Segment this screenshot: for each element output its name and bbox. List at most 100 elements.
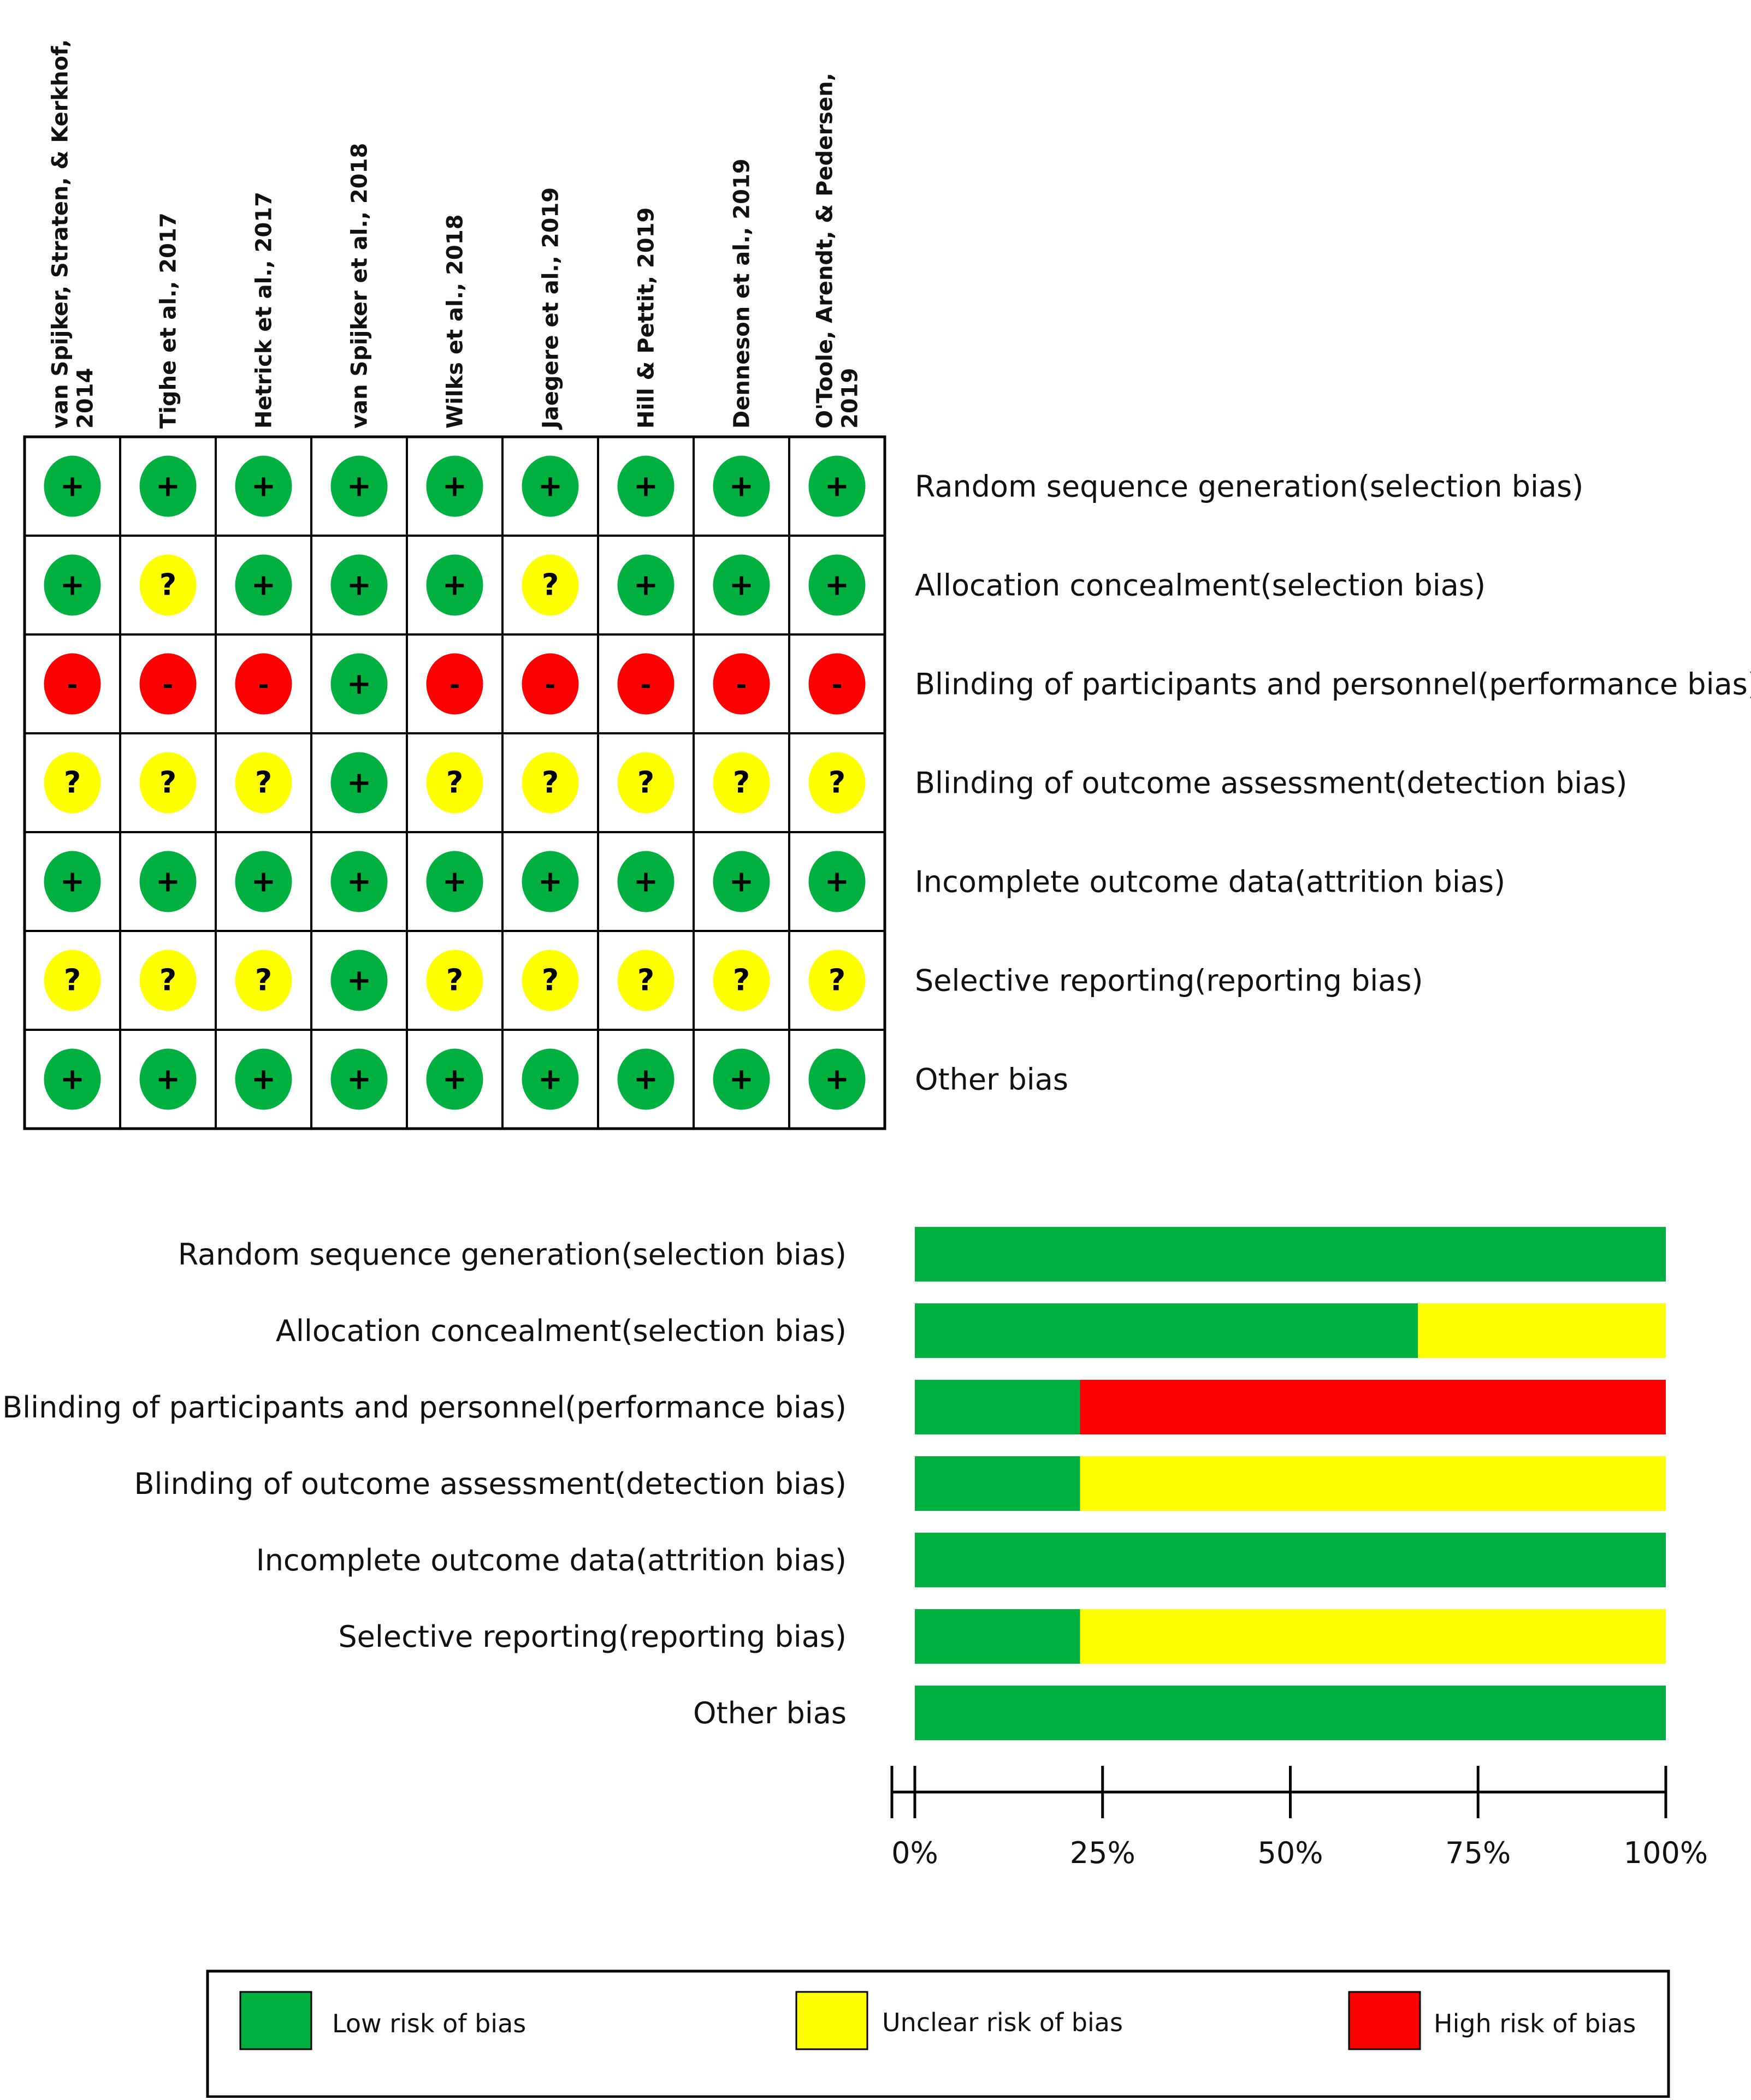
judgement-circle	[235, 554, 292, 616]
judgement-low: +	[426, 851, 483, 912]
judgement-symbol: ?	[733, 766, 750, 800]
study-label: van Spijker et al., 2018	[347, 143, 372, 429]
judgement-symbol: +	[442, 864, 467, 899]
study-label: O'Toole, Arendt, & Pedersen,	[813, 73, 838, 429]
judgement-symbol: +	[634, 864, 658, 899]
judgement-unclear: ?	[44, 950, 101, 1011]
judgement-low: +	[426, 1048, 483, 1110]
summary-grid-border	[23, 435, 886, 1130]
judgement-high: -	[44, 653, 101, 715]
judgement-unclear: ?	[522, 554, 579, 616]
judgement-unclear: ?	[44, 752, 101, 814]
summary-domain-label: Other bias	[915, 1063, 1068, 1097]
study-label: van Spijker, Straten, & Kerkhof,	[48, 39, 73, 429]
judgement-symbol: +	[729, 568, 754, 602]
judgement-low: +	[617, 554, 675, 616]
judgement-symbol: ?	[542, 568, 559, 602]
judgement-symbol: +	[825, 1062, 849, 1096]
judgement-circle	[44, 455, 101, 517]
judgement-low: +	[330, 851, 388, 912]
judgement-symbol: ?	[255, 963, 272, 998]
judgement-low: +	[713, 554, 770, 616]
judgement-circle	[522, 455, 579, 517]
judgement-low: +	[617, 455, 675, 517]
judgement-circle	[522, 1048, 579, 1110]
judgement-unclear: ?	[235, 950, 292, 1011]
judgement-circle	[522, 554, 579, 616]
judgement-circle	[808, 554, 866, 616]
judgement-circle	[713, 950, 770, 1011]
judgement-circle	[617, 653, 675, 715]
judgement-symbol: ?	[446, 963, 463, 998]
judgement-symbol: -	[832, 670, 843, 701]
judgement-symbol: +	[729, 864, 754, 899]
judgement-unclear: ?	[235, 752, 292, 814]
x-axis-tick-label: 50%	[1257, 1836, 1323, 1870]
judgement-circle	[235, 851, 292, 912]
judgement-circle	[808, 1048, 866, 1110]
judgement-high: -	[139, 653, 197, 715]
judgement-symbol: +	[729, 1062, 754, 1096]
judgement-low: +	[44, 455, 101, 517]
judgement-high: -	[426, 653, 483, 715]
judgement-unclear: ?	[139, 752, 197, 814]
judgement-symbol: +	[347, 469, 371, 503]
judgement-unclear: ?	[426, 752, 483, 814]
study-label: Tighe et al., 2017	[156, 212, 181, 429]
judgement-unclear: ?	[617, 950, 675, 1011]
judgement-low: +	[235, 455, 292, 517]
judgement-symbol: +	[347, 963, 371, 998]
graph-category-label: Blinding of participants and personnel(p…	[2, 1390, 847, 1425]
judgement-low: +	[44, 851, 101, 912]
judgement-circle	[522, 851, 579, 912]
judgement-low: +	[713, 455, 770, 517]
judgement-circle	[713, 752, 770, 814]
judgement-unclear: ?	[426, 950, 483, 1011]
summary-domain-label: Random sequence generation(selection bia…	[915, 470, 1583, 504]
judgement-unclear: ?	[713, 950, 770, 1011]
judgement-circle	[426, 950, 483, 1011]
judgement-unclear: ?	[808, 950, 866, 1011]
risk-of-bias-summary: van Spijker, Straten, & Kerkhof, 2014 Tigh…	[23, 39, 1751, 1130]
judgement-circle	[808, 950, 866, 1011]
judgement-circle	[330, 752, 388, 814]
judgement-circle	[713, 653, 770, 715]
judgement-high: -	[808, 653, 866, 715]
summary-domain-label: Incomplete outcome data(attrition bias)	[915, 865, 1505, 899]
judgement-circle	[330, 1048, 388, 1110]
judgement-high: -	[235, 653, 292, 715]
study-label: Hill & Pettit, 2019	[634, 207, 659, 429]
judgement-unclear: ?	[522, 950, 579, 1011]
judgement-symbol: +	[825, 864, 849, 899]
legend-label-high: High risk of bias	[1434, 2009, 1636, 2038]
judgement-circle	[330, 950, 388, 1011]
judgement-low: +	[522, 1048, 579, 1110]
judgement-low: +	[808, 455, 866, 517]
judgement-symbol: ?	[255, 766, 272, 800]
judgement-circle	[235, 455, 292, 517]
judgement-symbol: +	[156, 1062, 180, 1096]
judgement-low: +	[330, 554, 388, 616]
bar-segment-unclear	[1080, 1456, 1666, 1511]
judgement-symbol: +	[251, 469, 276, 503]
judgement-symbol: +	[60, 568, 85, 602]
judgement-symbol: ?	[733, 963, 750, 998]
bar-segment-low	[915, 1380, 1080, 1434]
legend-swatch-high	[1348, 1991, 1421, 2050]
judgement-symbol: -	[449, 670, 460, 701]
judgement-high: -	[617, 653, 675, 715]
judgement-circle	[426, 851, 483, 912]
bar-segment-unclear	[1418, 1303, 1666, 1358]
judgement-circle	[808, 851, 866, 912]
judgement-symbol: +	[634, 469, 658, 503]
judgement-symbol: -	[258, 670, 269, 701]
legend-box	[206, 1970, 1670, 2098]
x-axis-tick-label: 0%	[891, 1836, 938, 1870]
judgement-circle	[713, 455, 770, 517]
judgement-circle	[235, 1048, 292, 1110]
judgement-symbol: ?	[829, 766, 845, 800]
judgement-circle	[713, 554, 770, 616]
judgement-low: +	[44, 554, 101, 616]
judgement-symbol: +	[442, 469, 467, 503]
